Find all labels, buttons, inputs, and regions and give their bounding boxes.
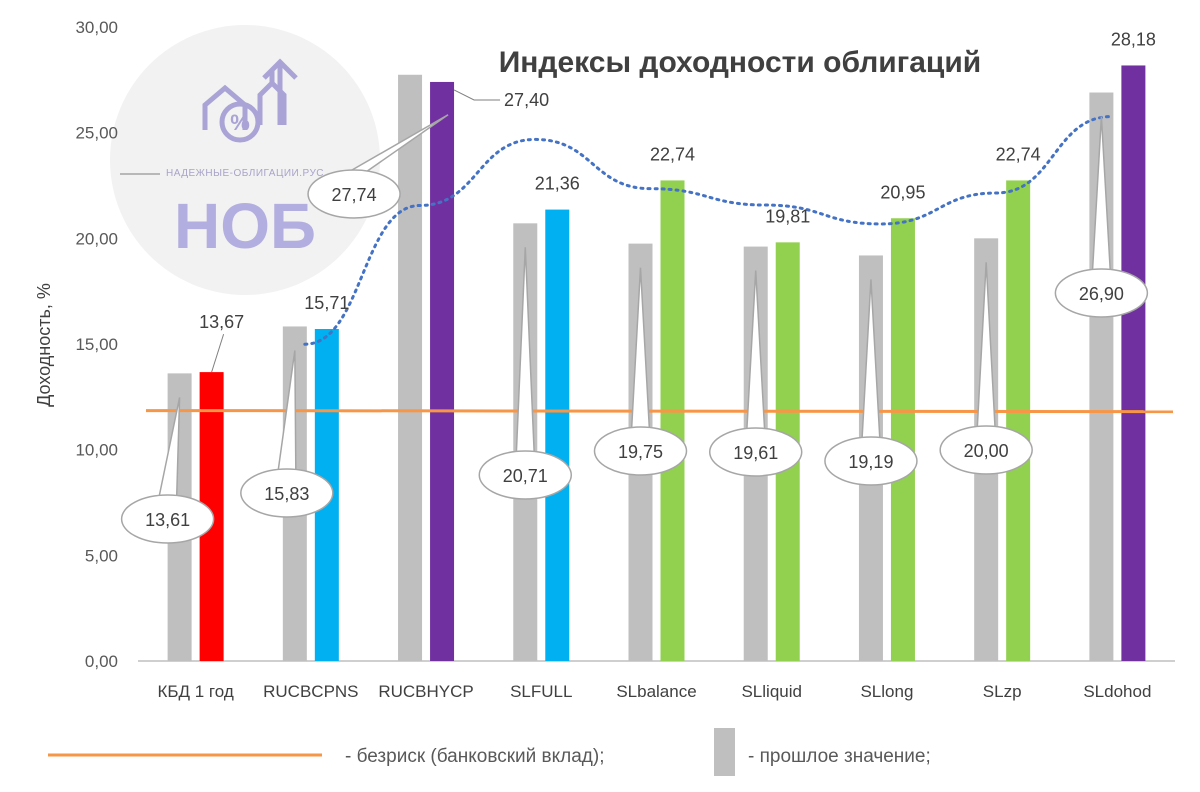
callout-bubble: [307, 169, 401, 219]
y-tick-label: 15,00: [75, 335, 118, 354]
y-tick-label: 30,00: [75, 18, 118, 37]
value-leader-line: [211, 333, 225, 373]
category-label: RUCBHYCP: [378, 682, 473, 701]
legend-risk-free-label: - безриск (банковский вклад);: [345, 746, 605, 767]
legend-previous-swatch: [714, 728, 735, 776]
legend-previous-label: - прошлое значение;: [748, 746, 931, 767]
callout-seam: [862, 439, 879, 444]
bar-previous: [398, 74, 423, 661]
callout-bubble: [824, 436, 918, 486]
callout-seam: [159, 497, 176, 502]
callout-bubble: [120, 494, 215, 544]
callout-seam: [1093, 271, 1110, 276]
previous-value-label: 13,61: [145, 510, 190, 530]
callout-bubble: [708, 427, 803, 477]
watermark-logo: % НАДЕЖНЫЕ-ОБЛИГАЦИИ.РУС НОБ: [110, 25, 380, 295]
previous-value-label: 20,00: [964, 441, 1009, 461]
y-axis: 0,00 5,00 10,00 15,00 20,00 25,00 30,00: [75, 18, 118, 671]
previous-value-label: 19,19: [848, 452, 893, 472]
bar-current: [430, 81, 455, 662]
callout-bubble: [1054, 268, 1149, 318]
previous-value-label: 19,61: [733, 443, 778, 463]
current-value-label: 15,71: [304, 293, 349, 313]
callout-seam: [632, 429, 649, 434]
y-tick-label: 10,00: [75, 441, 118, 460]
callout-seam: [278, 471, 295, 476]
current-value-label: 28,18: [1111, 29, 1156, 49]
bar-current: [1121, 65, 1146, 662]
y-tick-label: 5,00: [85, 546, 118, 565]
callout-bubble: [478, 450, 573, 500]
bars: [167, 65, 1146, 662]
y-tick-label: 25,00: [75, 124, 118, 143]
svg-text:%: %: [230, 110, 250, 135]
value-leader-line: [453, 89, 501, 101]
category-label: SLliquid: [741, 682, 802, 701]
callout-seam: [747, 430, 764, 435]
y-tick-label: 0,00: [85, 652, 118, 671]
category-label: SLlong: [860, 682, 913, 701]
current-value-label: 19,81: [765, 206, 810, 226]
category-label: SLdohod: [1083, 682, 1151, 701]
logo-big-text: НОБ: [174, 190, 316, 262]
legend: - безриск (банковский вклад); - прошлое …: [48, 728, 931, 776]
house-percent-icon: %: [202, 58, 298, 143]
callout-bubble: [240, 468, 334, 518]
category-label: SLFULL: [510, 682, 572, 701]
previous-value-label: 20,71: [503, 466, 548, 486]
current-value-label: 27,40: [504, 90, 549, 110]
bar-current: [545, 209, 570, 662]
category-label: КБД 1 год: [157, 682, 233, 701]
previous-value-label: 26,90: [1079, 284, 1124, 304]
current-value-label: 22,74: [996, 144, 1041, 164]
trend-line: [303, 115, 1113, 346]
current-value-labels: 13,67 15,71 27,40 21,36 22,74 19,81 20,95 22,74…: [199, 29, 1156, 373]
category-label: SLbalance: [616, 682, 696, 701]
bar-current: [1006, 180, 1031, 662]
callout-seam: [346, 172, 363, 177]
previous-value-label: 19,75: [618, 442, 663, 462]
category-label: RUCBCPNS: [263, 682, 358, 701]
callout-bubble: [593, 426, 688, 476]
category-label: SLzp: [983, 682, 1022, 701]
current-value-label: 20,95: [880, 182, 925, 202]
y-axis-label: Доходность, %: [34, 283, 54, 407]
current-value-label: 21,36: [535, 174, 580, 194]
callout-bubble: [939, 425, 1033, 475]
category-labels: КБД 1 год RUCBCPNS RUCBHYCP SLFULL SLbalance…: [157, 682, 1151, 701]
bar-current: [890, 218, 915, 662]
previous-value-label: 15,83: [264, 484, 309, 504]
callout-seam: [978, 428, 995, 433]
logo-small-text: НАДЕЖНЫЕ-ОБЛИГАЦИИ.РУС: [166, 168, 324, 179]
current-value-label: 22,74: [650, 144, 695, 164]
chart-title: Индексы доходности облигаций: [499, 46, 982, 79]
bar-current: [660, 180, 685, 662]
previous-value-callouts: 13,61 15,83 27,74 20,71 19,75 19,61 19,19 20,00…: [120, 114, 1149, 544]
current-value-label: 13,67: [199, 312, 244, 332]
callout-seam: [517, 453, 534, 458]
previous-value-label: 27,74: [332, 185, 377, 205]
y-tick-label: 20,00: [75, 229, 118, 248]
risk-free-line: [145, 409, 1174, 414]
